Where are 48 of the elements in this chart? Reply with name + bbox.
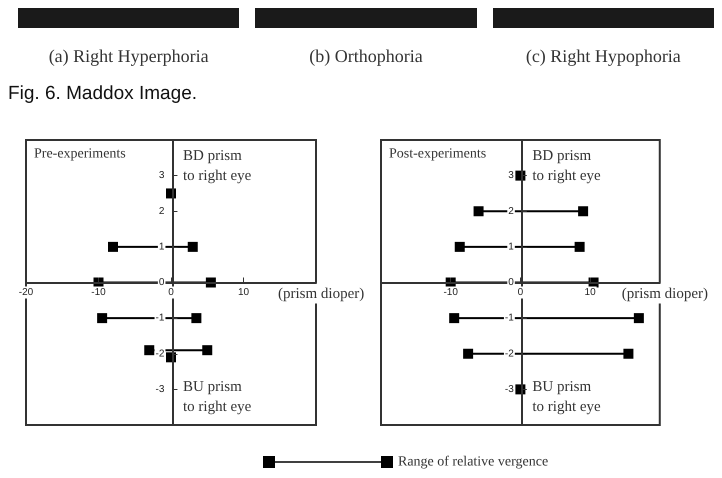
- y-tick-label: -3: [504, 384, 514, 395]
- x-tick-label: -10: [443, 287, 458, 298]
- y-tick-label: 2: [158, 206, 165, 217]
- y-tick-label: 2: [508, 206, 514, 217]
- text: (c) Right Hypophoria: [526, 46, 681, 67]
- point: [578, 206, 588, 216]
- y-tick-label: 1: [158, 241, 165, 252]
- point: [191, 313, 202, 324]
- point: [634, 313, 644, 324]
- point: [449, 313, 460, 324]
- x-tick-label: 0: [168, 287, 174, 298]
- point: [463, 348, 474, 359]
- x-tick-label: 10: [584, 287, 596, 298]
- text: (b) Orthophoria: [309, 46, 423, 67]
- y-tick-label: -1: [504, 312, 514, 324]
- annotation: BU prism to right eye: [183, 379, 252, 415]
- x-axis-title: (prism dioper): [278, 286, 364, 302]
- point: [574, 242, 585, 252]
- x-tick-label: 10: [238, 287, 250, 298]
- x-tick-label: 0: [518, 287, 524, 298]
- y-tick-label: 3: [158, 170, 165, 182]
- y-tick-label: 1: [508, 241, 514, 252]
- point: [454, 242, 465, 252]
- point: [144, 345, 154, 356]
- y-tick-label: 0: [158, 277, 165, 288]
- point: [474, 206, 484, 216]
- point: [188, 242, 198, 252]
- point: [202, 345, 212, 356]
- legend-label: Range of relative vergence: [398, 454, 548, 470]
- point: [108, 242, 118, 252]
- y-tick-label: -1: [156, 312, 165, 324]
- text: Pre-experiments: [34, 146, 126, 162]
- point: [97, 313, 108, 324]
- annotation: BU prism to right eye: [532, 379, 602, 415]
- point: [623, 348, 634, 359]
- text: Post-experiments: [389, 146, 486, 162]
- x-axis-title: (prism dioper): [622, 286, 708, 302]
- y-tick-label: -3: [156, 384, 165, 395]
- annotation: BD prism to right eye: [183, 148, 252, 184]
- y-tick-label: 0: [508, 277, 514, 288]
- y-tick-label: 3: [508, 170, 514, 182]
- x-tick-label: -20: [18, 287, 34, 298]
- text: (a) Right Hyperphoria: [48, 46, 209, 67]
- annotation: BD prism to right eye: [532, 148, 602, 184]
- x-tick-label: -10: [91, 287, 106, 298]
- y-tick-label: -2: [156, 348, 165, 360]
- y-tick-label: -2: [504, 348, 514, 360]
- text: Fig. 6. Maddox Image.: [8, 83, 198, 105]
